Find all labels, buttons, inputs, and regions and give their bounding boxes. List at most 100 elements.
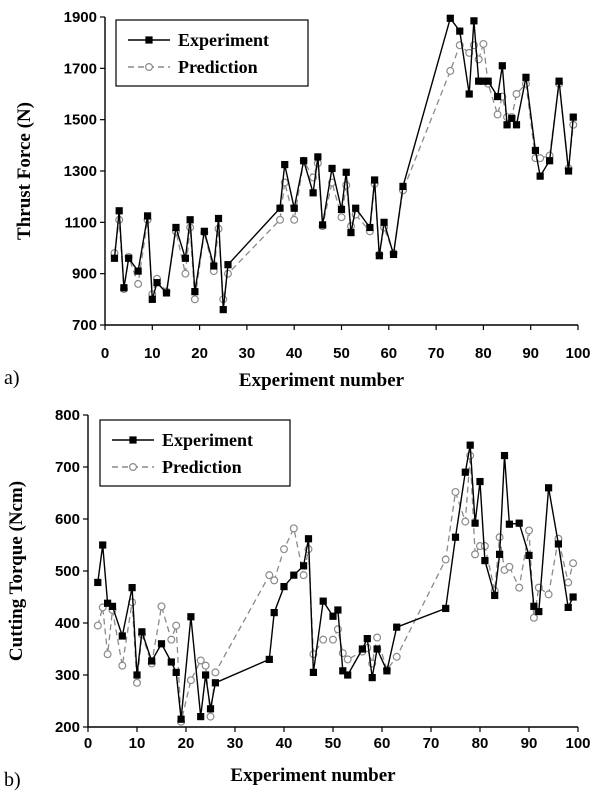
panel-a-experiment-point	[191, 288, 199, 296]
panel-b-prediction-point	[343, 655, 352, 664]
panel-b-experiment-point	[265, 655, 273, 663]
panel-a-legend-prediction-label: Prediction	[178, 57, 258, 77]
panel-a-experiment-point	[508, 114, 516, 122]
panel-a-experiment-point	[503, 121, 511, 129]
panel-b-experiment-point	[157, 640, 166, 648]
panel-a-experiment-point	[162, 289, 171, 297]
panel-b-y-tick-label: 500	[55, 563, 80, 580]
panel-a-y-axis-title: Thrust Force (N)	[14, 102, 35, 240]
panel-b-prediction-point	[392, 652, 401, 661]
panel-a-experiment-point	[214, 214, 223, 223]
panel-a-experiment-point	[512, 121, 521, 129]
panel-b-prediction-point	[515, 583, 524, 592]
panel-b-experiment-point	[535, 607, 543, 616]
panel-b-experiment-point	[290, 571, 298, 579]
panel-a-experiment-point	[328, 164, 336, 173]
panel-a-y-tick-label: 700	[72, 317, 97, 334]
panel-a-x-tick-label: 70	[428, 345, 445, 362]
panel-a-experiment-point	[522, 73, 530, 81]
panel-a-label: a)	[4, 367, 20, 389]
panel-b-legend-experiment-marker	[129, 436, 137, 444]
panel-a-experiment-point	[352, 204, 360, 212]
panel-a-experiment-point	[309, 189, 317, 197]
panel-b-x-tick-label: 50	[325, 735, 342, 752]
panel-b-experiment-point	[515, 519, 523, 527]
panel-b-experiment-point	[128, 584, 136, 592]
panel-b-label: b)	[4, 769, 21, 791]
panel-a-experiment-point	[290, 204, 298, 212]
panel-a-prediction-point	[290, 215, 299, 224]
panel-a-experiment-point	[555, 77, 563, 85]
panel-b-x-tick-label: 40	[276, 735, 293, 752]
panel-b-y-tick-label: 400	[55, 615, 80, 632]
panel-b-x-axis-title: Experiment number	[230, 765, 396, 786]
panel-a-legend-experiment-marker	[145, 36, 153, 44]
panel-a-prediction-point	[446, 66, 455, 75]
panel-b-y-axis-title: Cutting Torque (Ncm)	[6, 481, 27, 661]
panel-a-legend-box	[115, 19, 309, 87]
panel-a-experiment-point	[125, 254, 133, 262]
panel-b-x-tick-label: 60	[374, 735, 391, 752]
panel-b-prediction-point	[103, 650, 112, 659]
panel-b-experiment-point	[187, 613, 195, 621]
panel-a-experiment-point	[318, 221, 327, 229]
panel-b-experiment-point	[304, 535, 313, 543]
panel-a-prediction-point	[493, 110, 502, 119]
panel-b-prediction-point	[211, 668, 220, 677]
panel-b-experiment-point	[133, 671, 141, 679]
panel-b-prediction-point	[299, 571, 308, 580]
panel-b-experiment-point	[451, 533, 460, 541]
panel-a-prediction-point	[465, 48, 474, 57]
panel-b-experiment-point	[442, 604, 450, 613]
panel-a-prediction-point	[134, 279, 143, 288]
panel-a-x-tick-label: 80	[475, 345, 492, 362]
panel-a-x-tick-label: 30	[239, 345, 256, 362]
panel-a-experiment-point	[134, 267, 142, 275]
panel-b-experiment-point	[172, 668, 180, 676]
panel-a-experiment-point	[536, 172, 544, 180]
panel-b-prediction-point	[505, 562, 514, 571]
panel-a-prediction-point	[276, 215, 285, 224]
panel-a-experiment-point	[546, 157, 554, 165]
panel-b-legend-experiment-label: Experiment	[162, 430, 253, 450]
panel-a-x-tick-label: 90	[522, 345, 539, 362]
panel-a-experiment-point	[143, 212, 152, 220]
panel-b-y-tick-label: 300	[55, 667, 80, 684]
panel-a-experiment-point	[498, 62, 506, 70]
panel-b-experiment-point	[99, 541, 107, 549]
panel-b-prediction-point	[280, 545, 289, 554]
panel-b-prediction-point	[441, 555, 450, 564]
panel-a-y-tick-label: 1500	[64, 112, 97, 129]
panel-a-y-tick-label: 1100	[64, 214, 97, 231]
panel-b-experiment-point	[118, 632, 126, 640]
panel-a-experiment-point	[342, 168, 350, 176]
panel-a-legend-experiment-label: Experiment	[178, 30, 269, 50]
panel-b-x-tick-label: 0	[84, 735, 92, 752]
panel-b-experiment-point	[300, 562, 308, 570]
panel-b-experiment-point	[383, 667, 391, 675]
panel-a-prediction-point	[479, 39, 488, 48]
panel-a-experiment-point	[337, 205, 346, 214]
panel-b-x-tick-label: 10	[129, 735, 146, 752]
panel-a-experiment-point	[120, 284, 128, 292]
panel-b-experiment-point	[500, 451, 509, 460]
panel-a-experiment-point	[479, 77, 487, 85]
panel-b-x-tick-label: 90	[521, 735, 538, 752]
panel-a-experiment-point	[300, 157, 308, 165]
panel-a-experiment-point	[115, 207, 123, 215]
panel-b-experiment-point	[368, 674, 376, 682]
panel-b-experiment-point	[530, 602, 538, 610]
panel-a-experiment-point	[569, 113, 577, 121]
panel-b-prediction-point	[167, 635, 176, 644]
panel-b-experiment-point	[206, 705, 215, 713]
panel-a-x-tick-label: 100	[565, 345, 590, 362]
panel-a-experiment-point	[181, 254, 190, 262]
panel-b-experiment-point	[329, 612, 337, 620]
panel-a-experiment-point	[380, 218, 388, 226]
panel-b-prediction-point	[471, 550, 480, 559]
panel-b-experiment-point	[108, 602, 117, 610]
panel-b-experiment-point	[177, 715, 185, 723]
panel-b-prediction-point	[569, 559, 578, 568]
panel-a-experiment-point	[465, 90, 473, 98]
panel-a-x-tick-label: 0	[101, 345, 109, 362]
